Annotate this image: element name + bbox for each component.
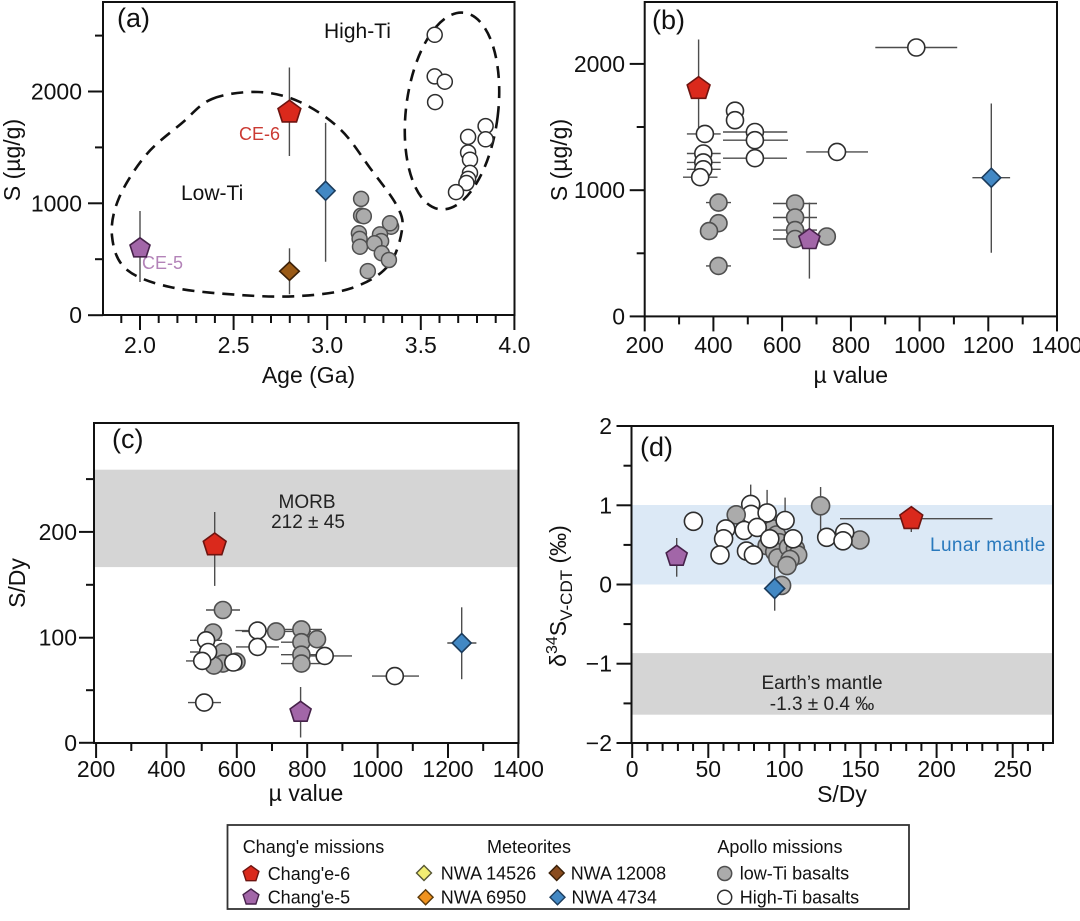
svg-text:600: 600 bbox=[218, 756, 256, 782]
svg-text:Earth’s mantle: Earth’s mantle bbox=[761, 673, 882, 694]
svg-text:µ value: µ value bbox=[269, 780, 344, 806]
svg-text:1000: 1000 bbox=[894, 332, 945, 358]
svg-text:Low-Ti: Low-Ti bbox=[181, 182, 243, 205]
svg-text:1400: 1400 bbox=[493, 756, 544, 782]
svg-text:1200: 1200 bbox=[422, 756, 473, 782]
svg-text:low-Ti basalts: low-Ti basalts bbox=[740, 864, 849, 884]
svg-text:NWA 6950: NWA 6950 bbox=[441, 888, 526, 908]
svg-text:Chang'e missions: Chang'e missions bbox=[243, 837, 385, 857]
svg-text:2.0: 2.0 bbox=[124, 332, 156, 358]
svg-text:NWA 12008: NWA 12008 bbox=[571, 864, 666, 884]
svg-text:-1.3 ± 0.4 ‰: -1.3 ± 0.4 ‰ bbox=[770, 694, 874, 715]
svg-text:Lunar mantle: Lunar mantle bbox=[930, 535, 1046, 556]
svg-text:150: 150 bbox=[841, 756, 879, 782]
svg-text:(a): (a) bbox=[117, 3, 150, 33]
svg-text:Meteorites: Meteorites bbox=[487, 837, 571, 857]
svg-text:200: 200 bbox=[626, 332, 664, 358]
svg-text:1200: 1200 bbox=[963, 332, 1014, 358]
svg-text:250: 250 bbox=[994, 756, 1032, 782]
svg-text:δ34SV-CDT (‰): δ34SV-CDT (‰) bbox=[544, 525, 576, 667]
svg-text:212 ± 45: 212 ± 45 bbox=[271, 512, 345, 533]
svg-text:S/Dy: S/Dy bbox=[4, 558, 30, 608]
svg-text:2000: 2000 bbox=[574, 51, 625, 77]
svg-text:200: 200 bbox=[917, 756, 955, 782]
svg-text:1400: 1400 bbox=[1031, 332, 1080, 358]
svg-text:0: 0 bbox=[599, 572, 612, 598]
svg-text:600: 600 bbox=[763, 332, 801, 358]
svg-text:Apollo missions: Apollo missions bbox=[717, 837, 842, 857]
svg-text:S (µg/g): S (µg/g) bbox=[0, 119, 25, 201]
svg-text:S (µg/g): S (µg/g) bbox=[546, 119, 572, 201]
svg-text:CE-6: CE-6 bbox=[239, 124, 280, 144]
svg-text:S/Dy: S/Dy bbox=[817, 781, 867, 807]
svg-text:100: 100 bbox=[765, 756, 803, 782]
svg-text:CE-5: CE-5 bbox=[142, 253, 183, 273]
svg-text:(b): (b) bbox=[652, 5, 685, 35]
svg-text:High-Ti: High-Ti bbox=[324, 20, 391, 43]
svg-text:2: 2 bbox=[599, 413, 612, 439]
svg-text:MORB: MORB bbox=[279, 492, 336, 513]
svg-text:Chang'e-6: Chang'e-6 bbox=[268, 864, 351, 884]
svg-text:0: 0 bbox=[612, 303, 625, 329]
svg-text:2.5: 2.5 bbox=[218, 332, 250, 358]
svg-text:0: 0 bbox=[626, 756, 639, 782]
svg-text:1000: 1000 bbox=[352, 756, 403, 782]
svg-text:(d): (d) bbox=[640, 432, 673, 462]
svg-text:800: 800 bbox=[832, 332, 870, 358]
svg-text:50: 50 bbox=[696, 756, 722, 782]
svg-text:NWA 4734: NWA 4734 bbox=[572, 888, 657, 908]
svg-text:800: 800 bbox=[288, 756, 326, 782]
svg-text:400: 400 bbox=[147, 756, 185, 782]
svg-text:NWA 14526: NWA 14526 bbox=[441, 864, 536, 884]
svg-text:200: 200 bbox=[39, 519, 77, 545]
svg-text:−1: −1 bbox=[586, 651, 612, 677]
svg-text:3.5: 3.5 bbox=[405, 332, 437, 358]
svg-text:High-Ti basalts: High-Ti basalts bbox=[740, 888, 859, 908]
svg-text:Age (Ga): Age (Ga) bbox=[262, 362, 355, 388]
svg-text:(c): (c) bbox=[112, 424, 143, 454]
svg-text:µ value: µ value bbox=[813, 362, 888, 388]
svg-text:400: 400 bbox=[694, 332, 732, 358]
svg-text:4.0: 4.0 bbox=[498, 332, 530, 358]
svg-text:1000: 1000 bbox=[574, 177, 625, 203]
svg-text:Chang'e-5: Chang'e-5 bbox=[268, 888, 351, 908]
svg-text:1000: 1000 bbox=[31, 190, 82, 216]
svg-text:−2: −2 bbox=[586, 730, 612, 756]
svg-text:2000: 2000 bbox=[31, 79, 82, 105]
svg-text:200: 200 bbox=[77, 756, 115, 782]
svg-text:3.0: 3.0 bbox=[311, 332, 343, 358]
svg-text:1: 1 bbox=[599, 492, 612, 518]
svg-text:100: 100 bbox=[39, 625, 77, 651]
svg-text:0: 0 bbox=[64, 730, 77, 756]
svg-text:0: 0 bbox=[69, 302, 82, 328]
